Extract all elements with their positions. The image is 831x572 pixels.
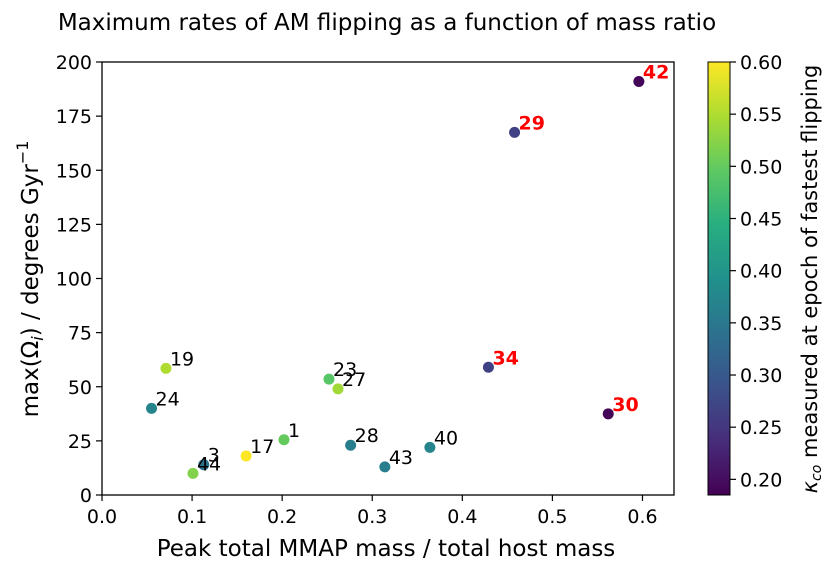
colorbar-tick-label: 0.20 bbox=[740, 469, 782, 491]
x-tick-label: 0.2 bbox=[267, 506, 297, 528]
point-label-23: 23 bbox=[333, 359, 357, 381]
data-point-29 bbox=[509, 126, 521, 138]
y-tick-label: 125 bbox=[56, 214, 92, 236]
x-tick-label: 0.1 bbox=[177, 506, 207, 528]
point-label-19: 19 bbox=[170, 348, 194, 370]
y-axis-ticks: 0 25 50 75 100 125 150 175 200 bbox=[56, 52, 102, 507]
colorbar-tick-label: 0.50 bbox=[740, 156, 782, 178]
x-axis-ticks: 0.0 0.1 0.2 0.3 0.4 0.5 0.6 bbox=[87, 495, 658, 528]
data-point-19 bbox=[160, 362, 172, 374]
data-point-23 bbox=[323, 373, 335, 385]
data-point-1 bbox=[278, 434, 290, 446]
y-tick-label: 50 bbox=[68, 377, 92, 399]
colorbar bbox=[707, 61, 731, 496]
y-tick-label: 100 bbox=[56, 269, 92, 291]
y-tick-label: 175 bbox=[56, 106, 92, 128]
point-label-1: 1 bbox=[288, 420, 300, 442]
colorbar-tick-label: 0.55 bbox=[740, 104, 782, 126]
point-label-24: 24 bbox=[156, 388, 180, 410]
chart-title: Maximum rates of AM flipping as a functi… bbox=[58, 10, 716, 36]
x-tick-label: 0.4 bbox=[447, 506, 477, 528]
colorbar-tick-label: 0.40 bbox=[740, 261, 782, 283]
x-tick-label: 0.6 bbox=[627, 506, 657, 528]
colorbar-label: κco measured at epoch of fastest flippin… bbox=[798, 65, 825, 494]
point-label-17: 17 bbox=[250, 436, 274, 458]
colorbar-tick-label: 0.30 bbox=[740, 365, 782, 387]
colorbar-tick-label: 0.45 bbox=[740, 209, 782, 231]
point-label-30: 30 bbox=[612, 394, 638, 416]
data-point-27 bbox=[332, 383, 344, 395]
data-point-42 bbox=[633, 75, 645, 87]
colorbar-ticks: 0.20 0.25 0.30 0.35 0.40 0.45 0.50 0.55 0.60 bbox=[730, 52, 782, 491]
data-point-17 bbox=[240, 450, 252, 462]
y-tick-label: 150 bbox=[56, 160, 92, 182]
y-tick-label: 25 bbox=[68, 431, 92, 453]
y-axis-label: max(Ωi) / degrees Gyr−1 bbox=[13, 141, 47, 418]
point-label-3: 3 bbox=[208, 445, 220, 467]
data-point-43 bbox=[379, 461, 391, 473]
x-tick-label: 0.0 bbox=[87, 506, 117, 528]
colorbar-tick-label: 0.35 bbox=[740, 313, 782, 335]
data-point-24 bbox=[146, 402, 158, 414]
scatter-points bbox=[146, 75, 645, 479]
point-label-42: 42 bbox=[643, 61, 669, 83]
point-label-44: 44 bbox=[197, 453, 221, 475]
data-point-40 bbox=[424, 441, 436, 453]
point-label-34: 34 bbox=[492, 347, 518, 369]
point-label-27: 27 bbox=[342, 369, 366, 391]
point-label-40: 40 bbox=[434, 427, 458, 449]
data-point-28 bbox=[345, 439, 357, 451]
data-point-34 bbox=[482, 361, 494, 373]
data-point-3 bbox=[198, 459, 210, 471]
colorbar-tick-label: 0.25 bbox=[740, 417, 782, 439]
data-point-44 bbox=[187, 467, 199, 479]
y-tick-label: 0 bbox=[80, 485, 92, 507]
colorbar-tick-label: 0.60 bbox=[740, 52, 782, 74]
data-point-30 bbox=[602, 408, 614, 420]
point-label-43: 43 bbox=[389, 447, 413, 469]
x-axis-label: Peak total MMAP mass / total host mass bbox=[157, 536, 616, 562]
plot-frame bbox=[101, 61, 675, 496]
y-tick-label: 200 bbox=[56, 52, 92, 74]
point-label-29: 29 bbox=[519, 112, 545, 134]
x-tick-label: 0.3 bbox=[357, 506, 387, 528]
x-tick-label: 0.5 bbox=[537, 506, 567, 528]
point-label-28: 28 bbox=[355, 425, 379, 447]
y-tick-label: 75 bbox=[68, 323, 92, 345]
